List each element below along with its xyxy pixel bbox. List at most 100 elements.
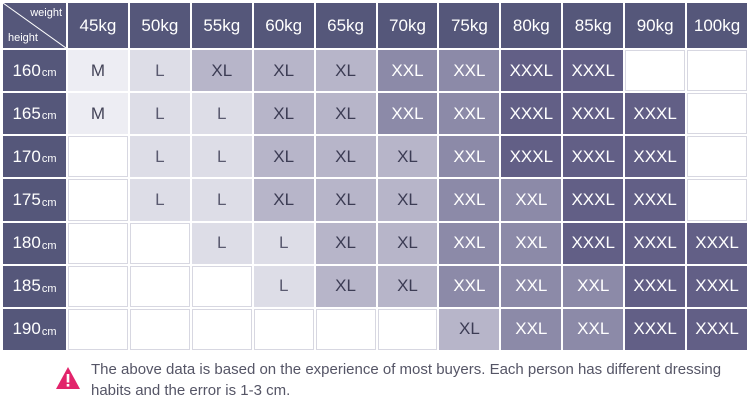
size-cell: L (191, 179, 252, 221)
size-cell: XXL (377, 50, 438, 92)
size-cell: XXXL (501, 93, 562, 135)
height-value: 180 (12, 233, 41, 253)
height-axis-label: height (8, 32, 38, 44)
size-cell: XXL (501, 222, 562, 264)
size-cell: L (253, 222, 314, 264)
size-cell (687, 136, 747, 178)
size-cell: L (253, 265, 314, 307)
height-header-180: 180 cm (3, 222, 66, 264)
height-value: 165 (12, 103, 41, 123)
size-cell: M (68, 50, 128, 92)
weight-header-75kg: 75kg (439, 3, 500, 48)
size-cell (129, 265, 190, 307)
size-cell (68, 308, 128, 350)
height-value: 185 (12, 276, 41, 296)
size-cell: XL (315, 136, 376, 178)
size-cell: XL (315, 179, 376, 221)
height-unit: cm (41, 110, 57, 123)
size-cell: L (129, 179, 190, 221)
height-header-185: 185 cm (3, 265, 66, 307)
size-cell: XXL (439, 179, 500, 221)
size-cell (68, 179, 128, 221)
size-cell: XL (315, 93, 376, 135)
disclaimer-text: The above data is based on the experienc… (91, 361, 722, 399)
size-cell: XL (315, 50, 376, 92)
weight-header-45kg: 45kg (68, 3, 128, 48)
size-cell: XXXL (563, 179, 624, 221)
size-cell (687, 93, 747, 135)
size-cell: XL (253, 50, 314, 92)
size-cell: XXL (439, 50, 500, 92)
size-cell (129, 308, 190, 350)
size-cell: XXXL (687, 308, 747, 350)
size-cell: XXXL (625, 93, 686, 135)
height-unit: cm (41, 67, 57, 80)
size-cell (315, 308, 376, 350)
size-cell (253, 308, 314, 350)
size-cell (625, 50, 686, 92)
height-header-165: 165 cm (3, 93, 66, 135)
size-cell: L (129, 93, 190, 135)
size-cell: XL (439, 308, 500, 350)
size-cell: XL (377, 222, 438, 264)
height-header-170: 170 cm (3, 136, 66, 178)
weight-header-70kg: 70kg (377, 3, 438, 48)
size-cell (68, 136, 128, 178)
size-cell: XL (377, 179, 438, 221)
height-unit: cm (41, 325, 57, 338)
size-cell: XXXL (563, 222, 624, 264)
size-cell: XXXL (625, 222, 686, 264)
height-unit: cm (41, 239, 57, 252)
height-header-190: 190 cm (3, 308, 66, 350)
size-cell: XL (377, 136, 438, 178)
size-cell: XL (253, 93, 314, 135)
size-cell (687, 50, 747, 92)
height-unit: cm (41, 153, 57, 166)
size-cell: XXL (563, 308, 624, 350)
height-unit: cm (41, 196, 57, 209)
disclaimer-note: The above data is based on the experienc… (55, 359, 735, 401)
size-cell (68, 265, 128, 307)
size-cell: XXXL (687, 265, 747, 307)
size-cell: XXXL (501, 136, 562, 178)
size-cell: XXXL (563, 93, 624, 135)
size-cell: XL (315, 222, 376, 264)
height-unit: cm (41, 282, 57, 295)
size-cell: XXXL (625, 179, 686, 221)
size-cell: XXL (501, 179, 562, 221)
size-cell: XXL (439, 265, 500, 307)
weight-header-50kg: 50kg (129, 3, 190, 48)
size-cell: XXL (501, 265, 562, 307)
size-cell (68, 222, 128, 264)
size-cell: L (129, 50, 190, 92)
table-corner-header: weight height (3, 3, 66, 48)
size-cell (687, 179, 747, 221)
warning-triangle-icon (56, 367, 80, 389)
size-cell: XXL (439, 222, 500, 264)
size-cell: XL (315, 265, 376, 307)
weight-header-100kg: 100kg (687, 3, 747, 48)
size-cell: XL (253, 179, 314, 221)
size-cell (377, 308, 438, 350)
size-chart-table: weight height 45kg 50kg 55kg 60kg 65kg 70kg 75… (3, 3, 747, 350)
size-cell: XXL (439, 136, 500, 178)
height-header-175: 175 cm (3, 179, 66, 221)
size-cell: L (191, 93, 252, 135)
weight-header-80kg: 80kg (501, 3, 562, 48)
size-cell: XXXL (625, 136, 686, 178)
height-value: 170 (12, 146, 41, 166)
size-cell (129, 222, 190, 264)
height-header-160: 160 cm (3, 50, 66, 92)
weight-header-65kg: 65kg (315, 3, 376, 48)
height-value: 190 (12, 319, 41, 339)
size-cell: XL (377, 265, 438, 307)
size-cell: L (129, 136, 190, 178)
weight-header-90kg: 90kg (625, 3, 686, 48)
size-cell (191, 265, 252, 307)
size-cell: XXL (501, 308, 562, 350)
size-cell: M (68, 93, 128, 135)
size-cell: XXXL (501, 50, 562, 92)
size-cell (191, 308, 252, 350)
size-cell: XXXL (625, 265, 686, 307)
size-cell: XXXL (687, 222, 747, 264)
